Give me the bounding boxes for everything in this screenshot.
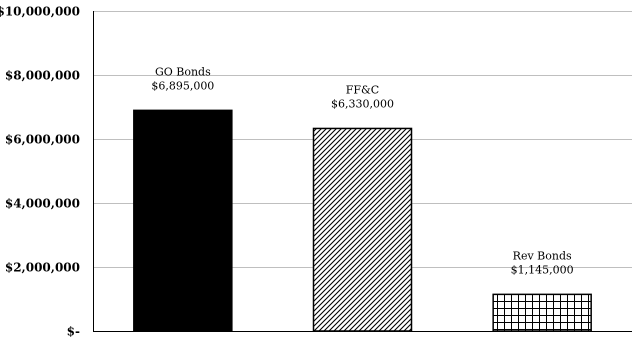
data-label-value: $1,145,000 [511, 263, 574, 276]
bar-3 [492, 293, 592, 332]
bar-2 [312, 127, 413, 332]
bar-1 [133, 109, 233, 332]
y-tick-label: $10,000,000 [0, 5, 80, 19]
y-tick-label: $8,000,000 [5, 69, 80, 83]
data-label-category: FF&C [346, 83, 379, 96]
y-tick-label: $2,000,000 [5, 261, 80, 275]
data-label-category: Rev Bonds [513, 249, 572, 262]
data-label-value: $6,895,000 [151, 79, 214, 92]
y-tick-label: $4,000,000 [5, 197, 80, 211]
y-tick-label: $- [67, 325, 80, 339]
data-label-category: GO Bonds [155, 65, 211, 78]
y-tick-label: $6,000,000 [5, 133, 80, 147]
bars [133, 109, 592, 332]
y-tick-labels: $- $2,000,000 $4,000,000 $6,000,000 $8,000,0… [0, 5, 80, 339]
data-labels: GO Bonds$6,895,000 FF&C$6,330,000 Rev Bond… [151, 65, 573, 276]
data-label-value: $6,330,000 [331, 97, 394, 110]
